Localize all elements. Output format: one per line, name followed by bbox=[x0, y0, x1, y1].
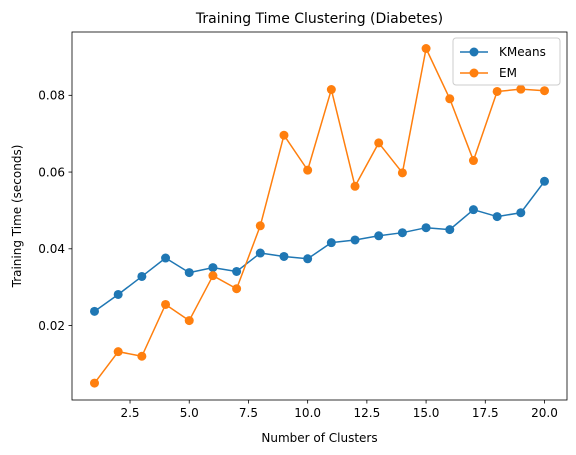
data-point-kmeans bbox=[351, 235, 360, 244]
data-point-em bbox=[90, 379, 99, 388]
data-point-em bbox=[374, 138, 383, 147]
legend-marker-em bbox=[470, 69, 479, 78]
data-point-em bbox=[208, 271, 217, 280]
x-tick-label: 17.5 bbox=[472, 406, 499, 420]
data-point-kmeans bbox=[398, 228, 407, 237]
data-point-em bbox=[137, 352, 146, 361]
data-point-kmeans bbox=[374, 231, 383, 240]
data-point-kmeans bbox=[114, 290, 123, 299]
x-tick-label: 10.0 bbox=[294, 406, 321, 420]
data-point-em bbox=[279, 131, 288, 140]
x-tick-label: 12.5 bbox=[354, 406, 381, 420]
data-point-kmeans bbox=[303, 254, 312, 263]
x-tick-label: 2.5 bbox=[120, 406, 139, 420]
data-point-em bbox=[493, 87, 502, 96]
data-point-em bbox=[398, 168, 407, 177]
y-tick-label: 0.04 bbox=[38, 242, 65, 256]
data-point-kmeans bbox=[90, 307, 99, 316]
data-point-em bbox=[469, 156, 478, 165]
data-point-kmeans bbox=[232, 267, 241, 276]
data-point-em bbox=[540, 86, 549, 95]
data-point-kmeans bbox=[161, 254, 170, 263]
data-point-em bbox=[161, 300, 170, 309]
x-tick-label: 20.0 bbox=[531, 406, 558, 420]
legend-label-kmeans: KMeans bbox=[499, 45, 546, 59]
legend-marker-kmeans bbox=[470, 48, 479, 57]
data-point-kmeans bbox=[137, 272, 146, 281]
data-point-em bbox=[327, 85, 336, 94]
y-axis-title: Training Time (seconds) bbox=[10, 145, 24, 289]
data-point-kmeans bbox=[279, 252, 288, 261]
data-point-kmeans bbox=[540, 177, 549, 186]
data-point-em bbox=[303, 166, 312, 175]
data-point-em bbox=[232, 284, 241, 293]
x-tick-label: 7.5 bbox=[239, 406, 258, 420]
data-point-em bbox=[445, 94, 454, 103]
x-tick-label: 5.0 bbox=[180, 406, 199, 420]
data-point-kmeans bbox=[327, 238, 336, 247]
data-point-em bbox=[185, 316, 194, 325]
x-axis-title: Number of Clusters bbox=[261, 431, 377, 445]
data-point-kmeans bbox=[469, 205, 478, 214]
data-point-kmeans bbox=[516, 208, 525, 217]
chart-title: Training Time Clustering (Diabetes) bbox=[195, 11, 443, 27]
data-point-em bbox=[351, 182, 360, 191]
data-point-em bbox=[516, 85, 525, 94]
data-point-kmeans bbox=[493, 212, 502, 221]
y-tick-label: 0.08 bbox=[38, 89, 65, 103]
x-tick-label: 15.0 bbox=[413, 406, 440, 420]
data-point-kmeans bbox=[208, 263, 217, 272]
y-tick-label: 0.06 bbox=[38, 165, 65, 179]
y-tick-label: 0.02 bbox=[38, 319, 65, 333]
data-point-kmeans bbox=[445, 225, 454, 234]
data-point-kmeans bbox=[256, 249, 265, 258]
legend: KMeans EM bbox=[453, 38, 560, 85]
data-point-em bbox=[114, 347, 123, 356]
data-point-kmeans bbox=[422, 223, 431, 232]
data-point-em bbox=[422, 44, 431, 53]
data-point-em bbox=[256, 221, 265, 230]
legend-label-em: EM bbox=[499, 66, 517, 80]
data-point-kmeans bbox=[185, 268, 194, 277]
